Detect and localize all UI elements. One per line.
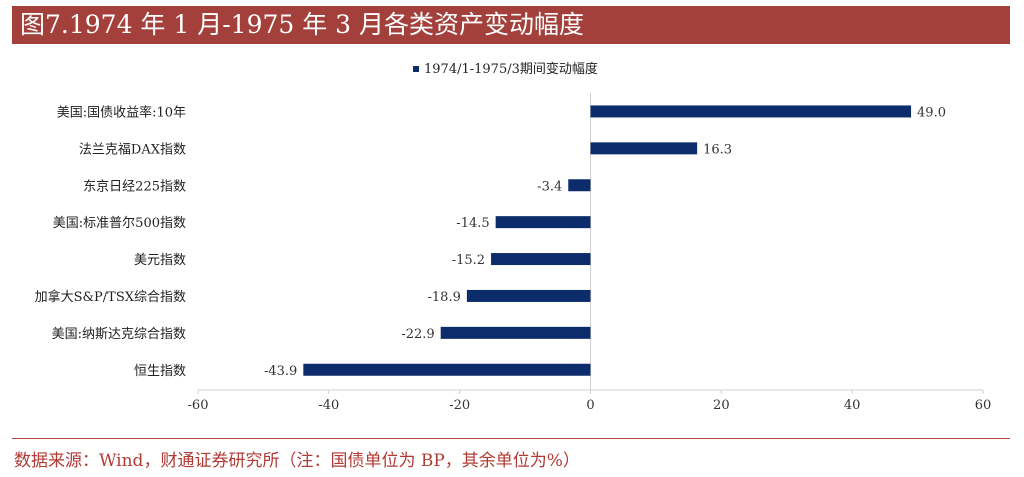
bar-chart: 1974/1-1975/3期间变动幅度 -60 -40 -20 0 20 40 60 美国:…: [35, 61, 992, 413]
bar: [491, 253, 591, 266]
category-label: 加拿大S&P/TSX综合指数: [35, 289, 186, 305]
bar: [440, 326, 591, 339]
figure-title: 图7.1974 年 1 月-1975 年 3 月各类资产变动幅度: [12, 6, 1010, 44]
value-label: -22.9: [401, 327, 434, 342]
category-label: 恒生指数: [134, 364, 186, 379]
x-tick-label: 40: [844, 398, 861, 413]
category-label: 法兰克福DAX指数: [79, 142, 186, 157]
bar: [590, 142, 698, 155]
x-tick-label: 20: [713, 398, 730, 413]
x-tick-label: -60: [188, 398, 209, 413]
category-label: 美国:纳斯达克综合指数: [52, 327, 186, 342]
category-label: 美元指数: [134, 253, 186, 268]
bar: [495, 216, 591, 229]
legend-label: 1974/1-1975/3期间变动幅度: [424, 61, 598, 77]
bar: [568, 179, 591, 192]
x-tick-label: 0: [586, 398, 594, 413]
value-label: 49.0: [917, 105, 946, 120]
source-note: 数据来源：Wind，财通证券研究所（注：国债单位为 BP，其余单位为%）: [14, 451, 580, 471]
x-tick-label: 60: [975, 398, 992, 413]
x-tick-label: -20: [449, 398, 470, 413]
category-label: 美国:标准普尔500指数: [53, 216, 186, 231]
value-label: -15.2: [452, 253, 485, 268]
category-label: 美国:国债收益率:10年: [57, 104, 186, 120]
bars: 美国:国债收益率:10年 49.0 法兰克福DAX指数 16.3 东京日经225指数 -3…: [35, 104, 946, 378]
legend-swatch: [413, 66, 419, 72]
value-label: -3.4: [537, 179, 562, 194]
footer-divider: [12, 438, 1010, 439]
category-label: 东京日经225指数: [83, 179, 186, 194]
value-label: -18.9: [428, 290, 461, 305]
value-label: -43.9: [264, 364, 297, 379]
bar: [303, 363, 591, 376]
bar: [590, 105, 912, 118]
x-tick-label: -40: [318, 398, 339, 413]
bar: [466, 289, 591, 302]
chart-legend: 1974/1-1975/3期间变动幅度: [413, 61, 598, 77]
value-label: 16.3: [703, 142, 732, 157]
value-label: -14.5: [456, 216, 489, 231]
x-axis: -60 -40 -20 0 20 40 60: [188, 93, 992, 413]
